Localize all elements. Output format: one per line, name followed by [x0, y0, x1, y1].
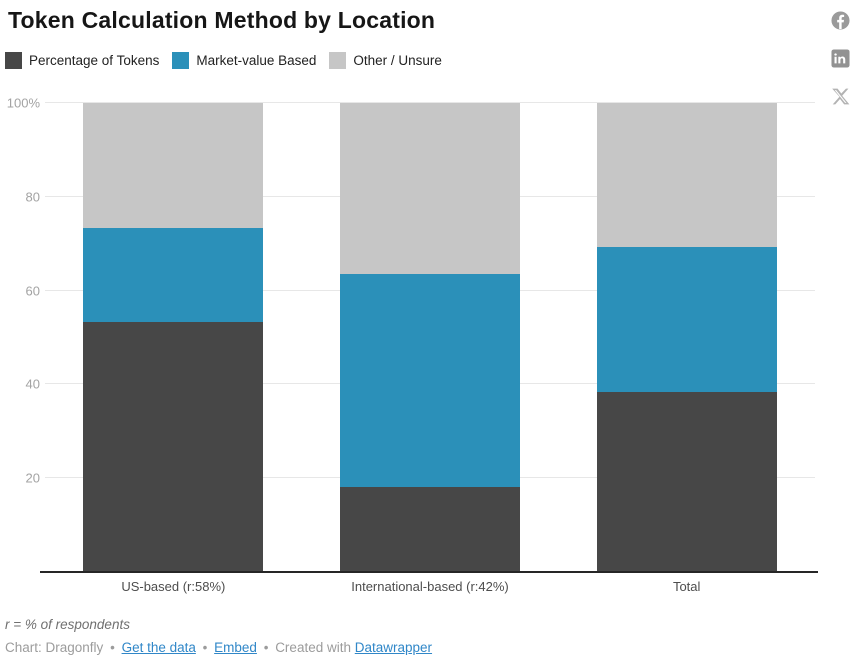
stacked-bar[interactable] — [340, 103, 520, 572]
stacked-bar[interactable] — [83, 103, 264, 572]
social-share-bar — [831, 11, 850, 106]
x-share-icon[interactable] — [831, 87, 850, 106]
x-axis-category-label: US-based (r:58%) — [121, 579, 226, 594]
byline-separator: • — [202, 640, 208, 655]
y-axis-tick-label: 80 — [25, 189, 40, 205]
legend-swatch — [329, 52, 347, 69]
bar-segment-other-unsure[interactable] — [83, 103, 264, 229]
plot-area — [40, 102, 818, 573]
bar-segment-percentage-of-tokens[interactable] — [596, 391, 777, 572]
legend-swatch — [5, 52, 22, 69]
byline: Chart: Dragonfly • Get the data • Embed … — [5, 640, 432, 655]
bar-segment-other-unsure[interactable] — [340, 103, 520, 274]
embed-link[interactable]: Embed — [214, 640, 257, 655]
legend-swatch — [172, 52, 190, 69]
legend-item: Other / Unsure — [329, 52, 442, 69]
y-axis-tick-label: 20 — [25, 470, 40, 486]
legend-item-label: Other / Unsure — [353, 53, 442, 68]
bar-slot — [558, 103, 815, 572]
linkedin-share-icon[interactable] — [831, 49, 850, 68]
chart-title: Token Calculation Method by Location — [8, 7, 436, 33]
bar-segment-market-value-based[interactable] — [340, 273, 520, 487]
footnote: r = % of respondents — [5, 617, 130, 632]
bar-segment-other-unsure[interactable] — [596, 103, 777, 248]
datawrapper-link[interactable]: Datawrapper — [354, 640, 433, 655]
legend-item-label: Market-value Based — [196, 53, 317, 68]
byline-source: Chart: Dragonfly — [5, 640, 104, 655]
gridline — [45, 102, 815, 103]
x-axis-category-label: International-based (r:42%) — [351, 579, 509, 594]
y-axis-tick-label: 100% — [6, 95, 40, 111]
legend-item: Market-value Based — [172, 52, 316, 69]
legend-item: Percentage of Tokens — [5, 52, 159, 69]
byline-separator: • — [110, 640, 115, 655]
bar-segment-percentage-of-tokens[interactable] — [83, 322, 264, 572]
bar-segment-market-value-based[interactable] — [596, 247, 777, 392]
x-axis-labels: US-based (r:58%) International-based (r:4… — [45, 579, 815, 594]
byline-separator: • — [263, 640, 269, 655]
x-axis-line — [40, 571, 818, 573]
bar-segment-percentage-of-tokens[interactable] — [340, 486, 520, 572]
get-the-data-link[interactable]: Get the data — [121, 640, 196, 655]
facebook-share-icon[interactable] — [831, 11, 850, 30]
legend: Percentage of Tokens Market-value Based Ot… — [5, 52, 442, 69]
stacked-bar[interactable] — [596, 103, 777, 572]
bar-slot — [45, 103, 302, 572]
bar-segment-market-value-based[interactable] — [83, 228, 264, 323]
x-axis-category-label: Total — [672, 579, 701, 594]
bar-slot — [302, 103, 559, 572]
y-axis-labels: 100% 80 60 40 20 — [0, 96, 40, 572]
legend-item-label: Percentage of Tokens — [29, 53, 160, 68]
bars — [45, 103, 815, 572]
y-axis-tick-label: 60 — [25, 283, 40, 299]
created-with-label: Created with — [275, 640, 351, 655]
y-axis-tick-label: 40 — [25, 376, 40, 392]
